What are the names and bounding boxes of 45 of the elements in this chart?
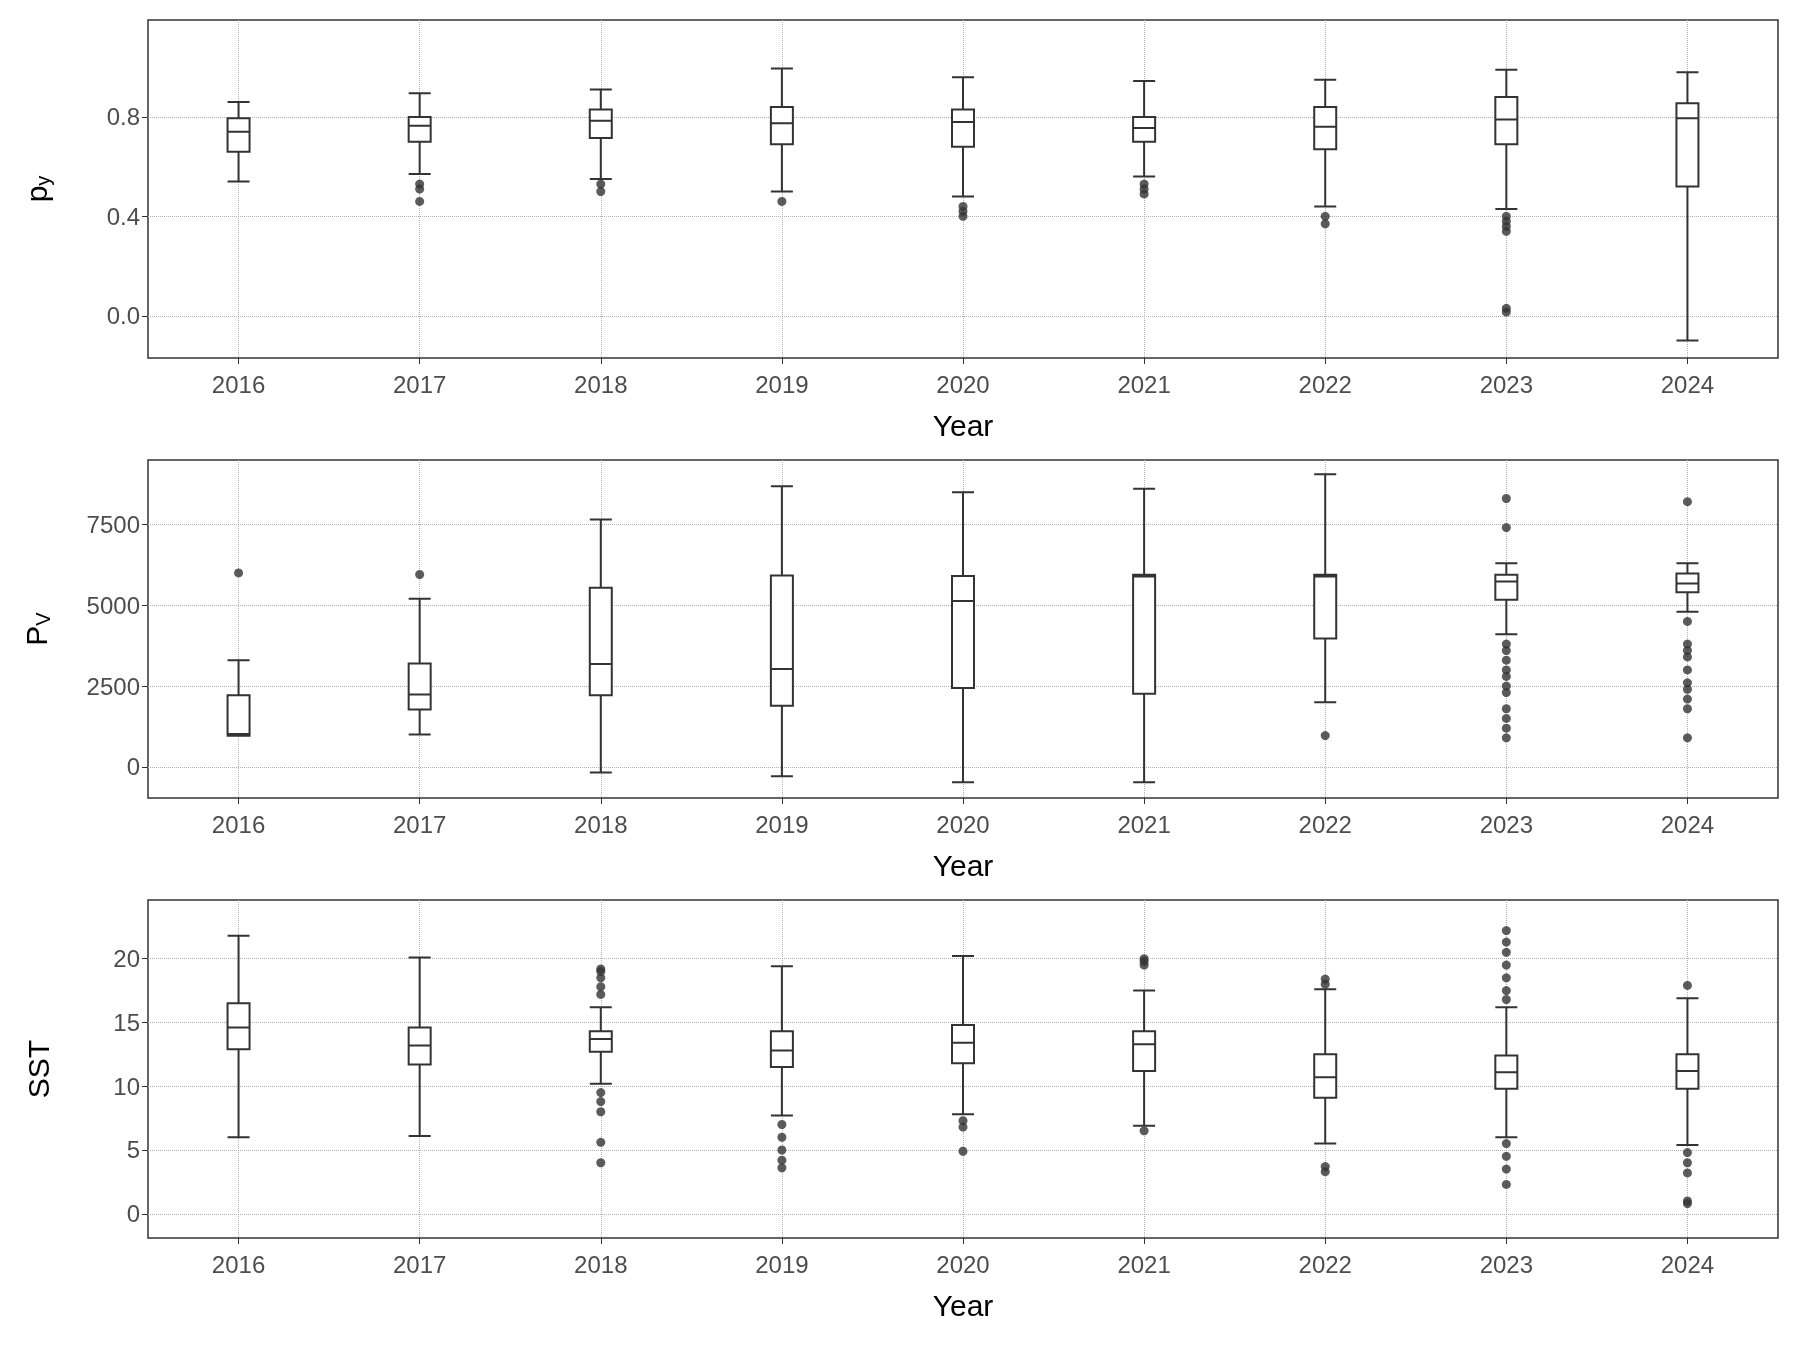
- x-tick-label: 2022: [1298, 370, 1352, 398]
- x-tick-label: 2024: [1660, 370, 1715, 398]
- x-tick-label: 2020: [936, 1250, 990, 1278]
- x-tick-label: 2021: [1117, 810, 1171, 838]
- x-tick-label: 2022: [1298, 810, 1352, 838]
- x-tick-label: 2018: [574, 810, 628, 838]
- x-tick-label: 2017: [392, 1250, 447, 1278]
- x-tick-label: 2023: [1479, 810, 1534, 838]
- y-tick-label: 5000: [86, 591, 140, 619]
- x-axis-title: Year: [932, 1288, 994, 1322]
- x-tick-label: 2017: [392, 370, 447, 398]
- y-tick-label: 2500: [86, 672, 140, 700]
- x-tick-label: 2024: [1660, 1250, 1715, 1278]
- y-tick-label: 5: [126, 1136, 140, 1164]
- y-tick-label: 20: [113, 945, 140, 973]
- x-axis-title: Year: [932, 848, 994, 882]
- y-tick-label: 10: [113, 1072, 140, 1100]
- y-tick-label: 15: [113, 1008, 140, 1036]
- x-tick-label: 2021: [1117, 1250, 1171, 1278]
- y-tick-label: 0: [126, 1200, 140, 1228]
- x-tick-label: 2023: [1479, 370, 1534, 398]
- x-tick-label: 2019: [755, 810, 809, 838]
- x-tick-label: 2016: [211, 810, 266, 838]
- y-tick-label: 0.8: [106, 103, 140, 131]
- x-tick-label: 2022: [1298, 1250, 1352, 1278]
- x-tick-label: 2021: [1117, 370, 1171, 398]
- x-tick-label: 2019: [755, 1250, 809, 1278]
- x-tick-label: 2017: [392, 810, 447, 838]
- x-tick-label: 2018: [574, 1250, 628, 1278]
- x-tick-label: 2024: [1660, 810, 1715, 838]
- x-tick-label: 2016: [211, 370, 266, 398]
- y-tick-label: 0: [126, 753, 140, 781]
- y-axis-title: py: [19, 175, 54, 203]
- x-tick-label: 2020: [936, 810, 990, 838]
- x-tick-label: 2020: [936, 370, 990, 398]
- y-axis-title: PV: [19, 611, 54, 646]
- y-tick-label: 0.0: [106, 302, 140, 330]
- x-tick-label: 2016: [211, 1250, 266, 1278]
- x-tick-label: 2019: [755, 370, 809, 398]
- x-tick-label: 2023: [1479, 1250, 1534, 1278]
- x-tick-label: 2018: [574, 370, 628, 398]
- y-tick-label: 7500: [86, 510, 140, 538]
- y-axis-title: SST: [21, 1039, 55, 1099]
- x-axis-title: Year: [932, 408, 994, 442]
- y-tick-label: 0.4: [106, 202, 140, 230]
